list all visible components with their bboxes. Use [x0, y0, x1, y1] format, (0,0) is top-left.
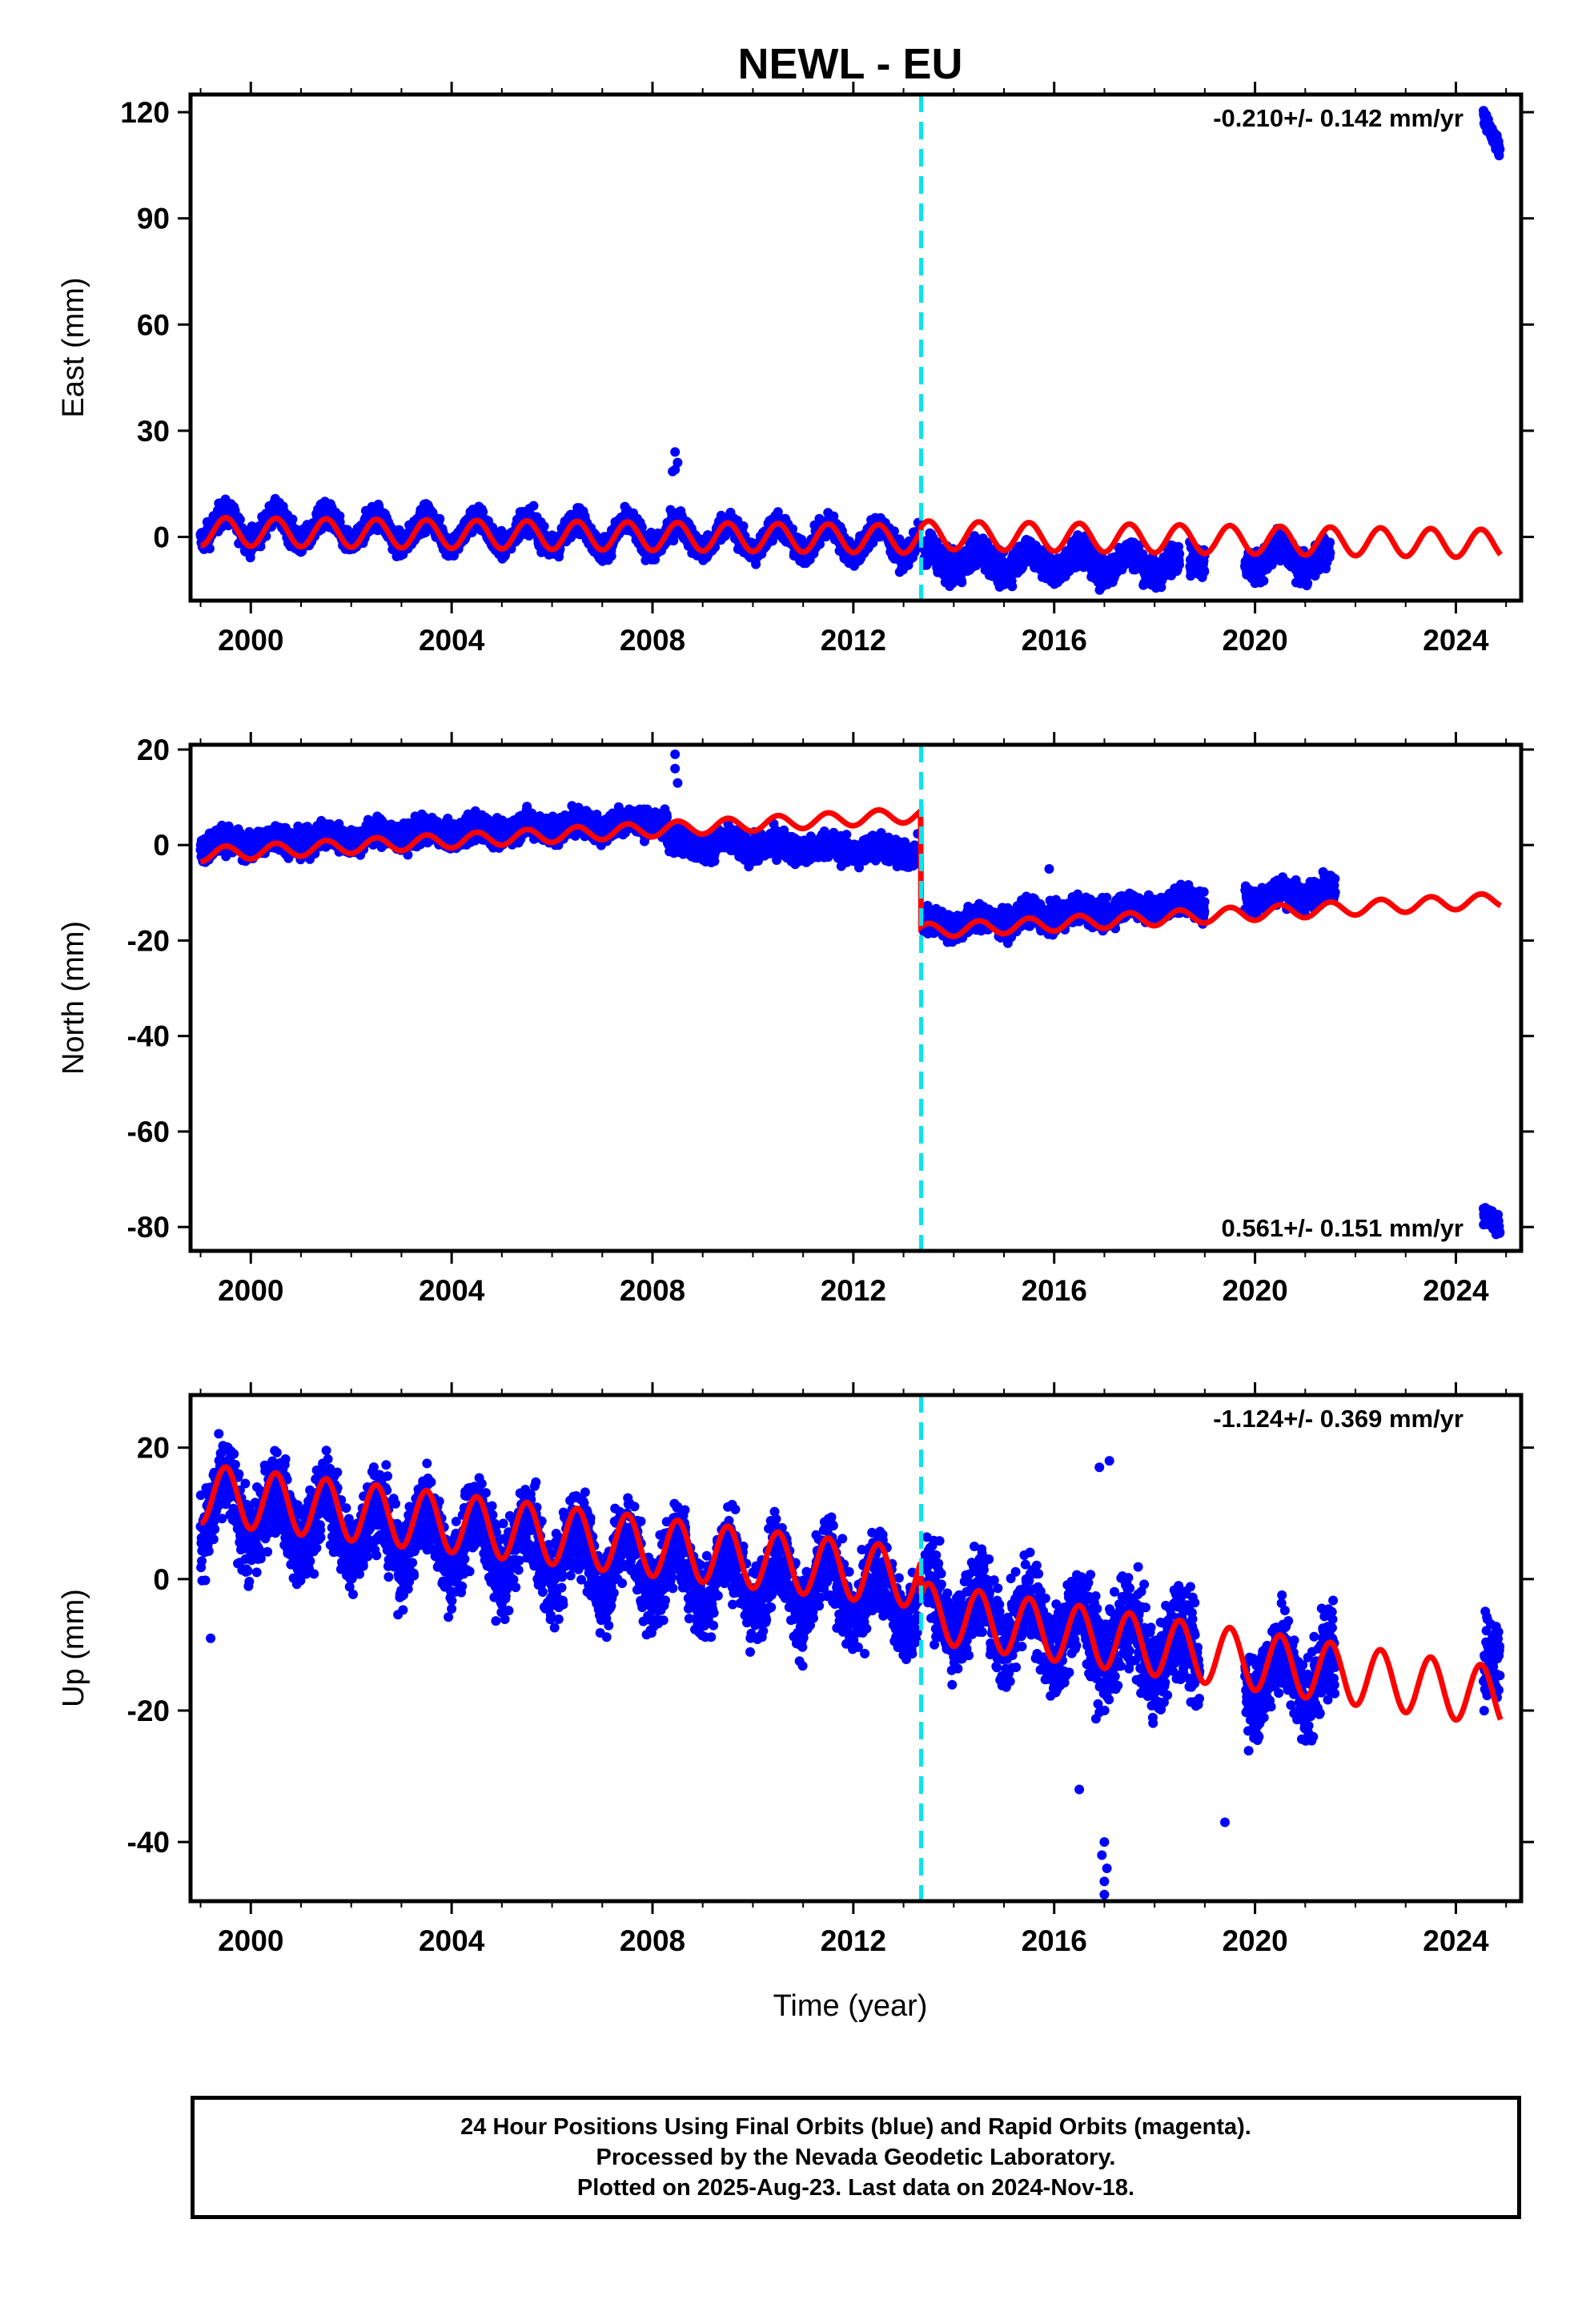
data-point — [957, 577, 967, 588]
y-tick-label: 60 — [137, 308, 170, 341]
data-point — [1174, 560, 1184, 570]
panel-east: 2000 2004 2008 2012 2016 2020 2024 0 30 60 90 120 Ea… — [57, 82, 1534, 657]
data-point — [1007, 581, 1018, 592]
data-point — [1259, 576, 1269, 586]
data-point — [528, 501, 539, 511]
data-point — [1199, 566, 1210, 577]
data-point — [204, 544, 215, 553]
y-tick-label: 0 — [153, 521, 170, 553]
x-tick-label: 2016 — [1022, 624, 1087, 657]
y-tick-label: 30 — [137, 415, 170, 448]
x-tick-label: 2008 — [620, 624, 685, 657]
data-point — [435, 513, 445, 524]
data-point — [670, 447, 681, 457]
data-point — [1325, 537, 1335, 548]
data-point — [606, 551, 616, 561]
position-points-east — [195, 106, 1505, 595]
y-tick-label: 120 — [120, 96, 170, 129]
y-axis-label: East (mm) — [57, 277, 90, 417]
chart-title: NEWL - EU — [738, 40, 963, 88]
data-point — [1174, 549, 1185, 559]
x-tick-label: 2024 — [1423, 624, 1489, 657]
data-point — [1325, 548, 1335, 558]
x-axis-label: Time (year) — [773, 1989, 928, 2023]
data-point — [478, 507, 488, 517]
data-point — [1495, 144, 1505, 155]
data-point — [668, 466, 678, 476]
x-tick-label: 2020 — [1222, 624, 1287, 657]
panel-north: 2000 2004 2008 2012 2016 2020 2024-80-60-40-20… — [57, 732, 1534, 1307]
data-point — [738, 521, 749, 531]
y-tick-label: 90 — [137, 203, 170, 235]
data-point — [673, 457, 683, 468]
data-point — [287, 514, 298, 525]
data-point — [539, 521, 549, 532]
rate-annotation: -0.210+/- 0.142 mm/yr — [1213, 104, 1464, 132]
x-tick-label: 2000 — [218, 624, 283, 657]
x-tick-label: 2004 — [419, 624, 485, 657]
data-point — [1303, 578, 1313, 589]
data-point — [235, 514, 245, 525]
data-point — [636, 522, 647, 533]
x-tick-label: 2012 — [821, 624, 886, 657]
